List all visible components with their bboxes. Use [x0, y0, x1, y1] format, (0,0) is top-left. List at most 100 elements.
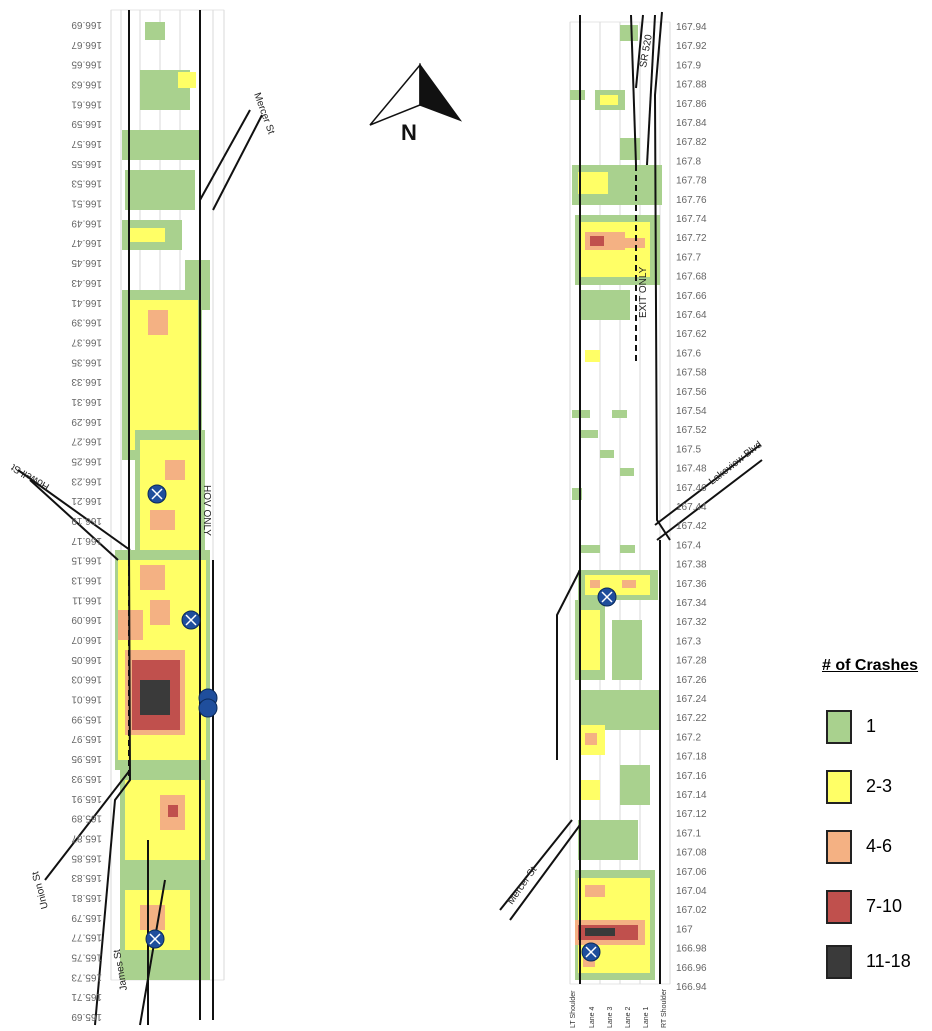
right-heatmap	[570, 25, 662, 980]
left-milepost-label: 166.03	[71, 674, 102, 685]
legend-label: 11-18	[866, 951, 911, 971]
right-milepost-label: 167.1	[676, 828, 701, 839]
right-lane-labels: LT Shoulder Lane 4 Lane 3 Lane 2 Lane 1 RT Sh…	[570, 988, 668, 1028]
right-milepost-label: 167.42	[676, 521, 707, 532]
right-milepost-label: 167.26	[676, 675, 707, 686]
right-milepost-label: 167.24	[676, 694, 707, 705]
left-milepost-label: 165.73	[71, 971, 102, 982]
legend-label: 2-3	[866, 776, 893, 796]
left-milepost-label: 166.63	[71, 79, 102, 90]
right-milepost-label: 167.84	[676, 118, 707, 129]
left-milepost-label: 166.27	[71, 436, 102, 447]
right-milepost-label: 167.86	[676, 99, 707, 110]
right-milepost-label: 167.64	[676, 310, 707, 321]
left-milepost-label: 166.45	[71, 257, 102, 268]
right-milepost-label: 167.22	[676, 713, 707, 724]
right-mileposts: 167.94 167.92 167.9 167.88 167.86 167.84 167.8…	[676, 22, 707, 993]
left-milepost-label: 166.35	[71, 356, 102, 367]
right-milepost-label: 167.08	[676, 848, 707, 859]
left-milepost-label: 166.31	[71, 396, 102, 407]
right-milepost-label: 167.4	[676, 540, 701, 551]
right-milepost-label: 167.46	[676, 483, 707, 494]
right-milepost-label: 167.62	[676, 329, 707, 340]
left-milepost-label: 166.19	[71, 515, 102, 526]
left-milepost-label: 165.95	[71, 753, 102, 764]
right-milepost-label: 167.18	[676, 752, 707, 763]
left-heatmap	[115, 22, 210, 980]
left-strip: 165.69 165.71 165.73 165.75 165.77 165.79 165.…	[9, 9, 276, 1026]
right-milepost-label: 167.68	[676, 272, 707, 283]
left-milepost-label: 166.17	[71, 535, 102, 546]
lane-label: RT Shoulder	[661, 988, 668, 1028]
left-milepost-label: 166.43	[71, 277, 102, 288]
left-milepost-label: 165.75	[71, 951, 102, 962]
left-milepost-label: 165.83	[71, 872, 102, 883]
left-milepost-label: 165.77	[71, 932, 102, 943]
right-milepost-label: 167.2	[676, 732, 701, 743]
right-milepost-label: 167.94	[676, 22, 707, 33]
left-milepost-label: 166.67	[71, 39, 102, 50]
right-milepost-label: 167.7	[676, 252, 701, 263]
left-milepost-label: 165.93	[71, 773, 102, 784]
hov-only-label: HOV ONLY	[201, 485, 212, 536]
legend-label: 7-10	[866, 896, 903, 916]
legend-item: 11-18	[826, 945, 926, 987]
left-milepost-label: 166.41	[71, 297, 102, 308]
right-milepost-label: 167.34	[676, 598, 707, 609]
right-milepost-label: 167.32	[676, 617, 707, 628]
right-milepost-label: 167.74	[676, 214, 707, 225]
left-milepost-label: 166.23	[71, 475, 102, 486]
left-milepost-label: 166.11	[72, 594, 102, 605]
lane-label: Lane 3	[607, 1006, 614, 1028]
left-milepost-label: 165.87	[71, 832, 102, 843]
left-milepost-label: 166.49	[71, 217, 102, 228]
left-milepost-label: 166.57	[71, 138, 102, 149]
right-milepost-label: 167.06	[676, 867, 707, 878]
right-milepost-label: 167	[676, 924, 693, 935]
right-milepost-label: 167.38	[676, 560, 707, 571]
right-milepost-label: 167.28	[676, 656, 707, 667]
left-milepost-label: 166.39	[71, 317, 102, 328]
north-label: N	[401, 120, 417, 145]
right-milepost-label: 167.16	[676, 771, 707, 782]
right-milepost-label: 167.36	[676, 579, 707, 590]
left-milepost-label: 166.09	[71, 614, 102, 625]
left-milepost-label: 166.05	[71, 654, 102, 665]
right-milepost-label: 167.02	[676, 905, 707, 916]
left-milepost-label: 166.33	[71, 376, 102, 387]
left-milepost-label: 166.53	[71, 178, 102, 189]
left-milepost-label: 165.91	[71, 793, 102, 804]
left-milepost-label: 166.51	[71, 198, 102, 209]
right-milepost-label: 167.8	[676, 156, 701, 167]
right-milepost-label: 167.14	[676, 790, 707, 801]
right-milepost-label: 167.66	[676, 291, 707, 302]
legend-item: 7-10	[826, 890, 926, 932]
legend-item: 2-3	[826, 770, 926, 812]
right-milepost-label: 167.5	[676, 444, 701, 455]
legend-swatch-4-6	[826, 830, 852, 864]
right-milepost-label: 167.48	[676, 464, 707, 475]
right-milepost-label: 167.44	[676, 502, 707, 513]
lane-label: Lane 1	[643, 1006, 650, 1028]
left-milepost-label: 165.71	[71, 991, 102, 1002]
lane-label: Lane 2	[625, 1006, 632, 1028]
right-milepost-label: 167.58	[676, 368, 707, 379]
left-milepost-label: 166.65	[71, 59, 102, 70]
left-milepost-label: 165.99	[71, 713, 102, 724]
legend-item: 4-6	[826, 830, 926, 872]
legend-swatch-11-18	[826, 945, 852, 979]
right-milepost-label: 167.12	[676, 809, 707, 820]
right-strip: 167.94 167.92 167.9 167.88 167.86 167.84 167.8…	[499, 11, 764, 1028]
right-milepost-label: 167.76	[676, 195, 707, 206]
left-mileposts: 165.69 165.71 165.73 165.75 165.77 165.79 165.…	[71, 19, 102, 1022]
right-milepost-label: 167.72	[676, 233, 707, 244]
left-milepost-label: 166.59	[71, 118, 102, 129]
left-milepost-label: 165.81	[71, 892, 102, 903]
legend-label: 1	[866, 716, 877, 736]
left-milepost-label: 166.47	[71, 237, 102, 248]
lane-label: LT Shoulder	[570, 990, 577, 1028]
right-milepost-label: 167.6	[676, 348, 701, 359]
right-milepost-label: 167.88	[676, 80, 707, 91]
right-milepost-label: 166.98	[676, 944, 707, 955]
